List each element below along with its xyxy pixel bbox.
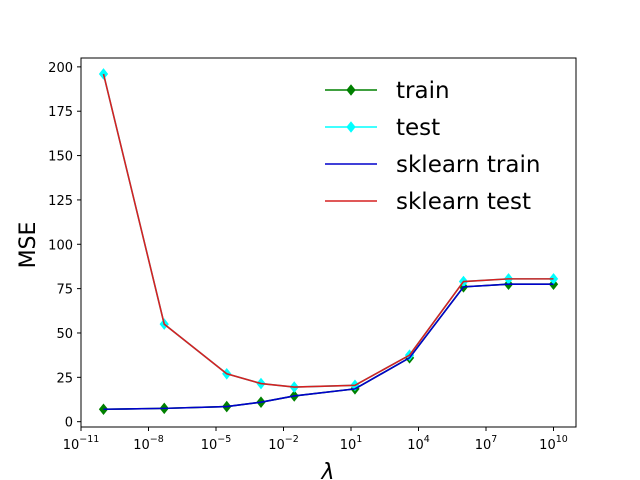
- y-tick-label: 175: [48, 105, 73, 120]
- legend-item: test: [325, 115, 440, 141]
- x-tick-label: 101: [340, 434, 363, 453]
- series-sklearn-test: [102, 73, 554, 388]
- data-point: [98, 68, 109, 80]
- y-tick-label: 50: [56, 327, 73, 342]
- legend-label: sklearn test: [396, 189, 531, 215]
- legend-marker: [346, 121, 356, 133]
- ticks-layer: 0 25 50 75 100 125 150 175 200 10−11 10−8 10−5 10−2 1…: [48, 61, 568, 453]
- plot-frame: [80, 57, 577, 428]
- x-tick-label: 1010: [539, 434, 568, 453]
- legend-label: train: [396, 78, 450, 104]
- x-tick-label: 10−2: [268, 434, 299, 453]
- y-tick-label: 25: [56, 371, 73, 386]
- legend-item: sklearn train: [325, 152, 540, 178]
- series-line: [102, 73, 554, 388]
- y-tick-label: 75: [56, 283, 73, 298]
- legend-label: sklearn train: [396, 152, 540, 178]
- y-tick-label: 150: [48, 150, 73, 165]
- series-layer: [98, 68, 559, 416]
- x-tick-label: 10−11: [63, 434, 100, 453]
- y-axis-label: MSE: [16, 222, 41, 269]
- legend: train test sklearn train sklearn test: [325, 78, 540, 215]
- series-line: [103, 283, 554, 411]
- y-tick-label: 0: [65, 416, 73, 431]
- plot-area: [80, 57, 577, 428]
- legend-item: sklearn test: [325, 189, 531, 215]
- y-tick-label: 100: [48, 238, 73, 253]
- series-sklearn-train: [103, 283, 554, 411]
- x-tick-label: 10−5: [201, 434, 232, 453]
- x-tick-label: 107: [475, 434, 498, 453]
- legend-marker: [346, 84, 356, 96]
- y-tick-label: 200: [48, 61, 73, 76]
- legend-item: train: [325, 78, 450, 104]
- x-axis-label: λ: [320, 460, 334, 480]
- legend-label: test: [396, 115, 440, 141]
- y-tick-label: 125: [48, 194, 73, 209]
- x-tick-label: 10−8: [133, 434, 164, 453]
- x-tick-label: 104: [407, 434, 430, 453]
